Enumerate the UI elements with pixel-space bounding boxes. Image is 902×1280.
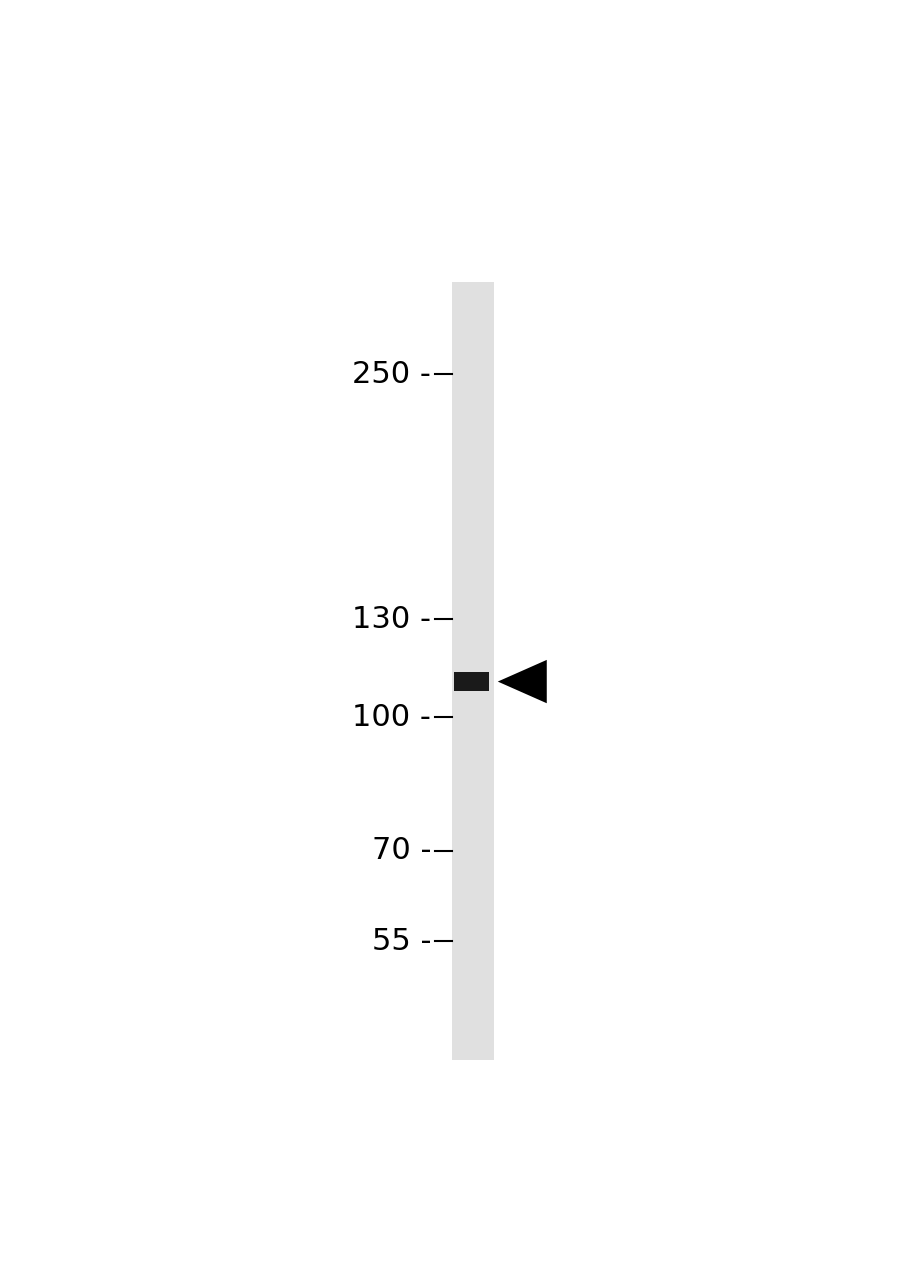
Text: 70 -: 70 - (372, 836, 431, 865)
Text: 100 -: 100 - (352, 703, 431, 732)
Text: 55 -: 55 - (372, 927, 431, 956)
Bar (452, 282, 493, 1060)
Text: 130 -: 130 - (352, 604, 431, 634)
Text: 250 -: 250 - (352, 360, 431, 389)
Bar (453, 672, 488, 691)
Polygon shape (497, 660, 547, 703)
